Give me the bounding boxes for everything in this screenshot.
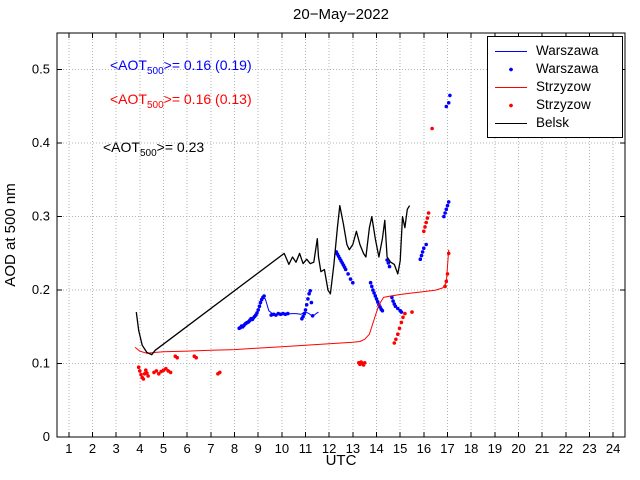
svg-text:19: 19 [488, 441, 502, 456]
svg-text:0.4: 0.4 [32, 135, 50, 150]
annotation-warszawa-aot: <AOT500>= 0.16 (0.19) [110, 57, 252, 77]
chart-title: 20−May−2022 [293, 6, 389, 23]
svg-text:22: 22 [559, 441, 573, 456]
svg-text:6: 6 [184, 441, 191, 456]
annotation-suffix: >= 0.16 (0.19) [163, 57, 252, 73]
svg-text:20: 20 [511, 441, 525, 456]
svg-text:3: 3 [113, 441, 120, 456]
svg-text:11: 11 [299, 441, 313, 456]
annotation-sub: 500 [146, 65, 164, 77]
annotation-suffix: >= 0.16 (0.13) [163, 91, 252, 107]
svg-text:1: 1 [65, 441, 72, 456]
legend-label: Warszawa [536, 43, 599, 59]
legend-entry-warszawa-dots: Warszawa [488, 60, 622, 78]
svg-text:8: 8 [231, 441, 238, 456]
legend-label: Strzyzow [536, 79, 591, 95]
svg-text:15: 15 [393, 441, 407, 456]
annotation-sub: 500 [139, 147, 157, 159]
annotation-prefix: <AOT [110, 91, 147, 107]
svg-text:24: 24 [606, 441, 620, 456]
svg-text:13: 13 [346, 441, 360, 456]
plot-box [56, 32, 626, 438]
series-strzyzow-line [134, 249, 450, 354]
legend-label: Warszawa [536, 61, 599, 77]
series-strzyzow-scatter [136, 126, 451, 381]
svg-text:2: 2 [89, 441, 96, 456]
legend-entry-belsk-line: Belsk [488, 114, 622, 132]
svg-text:0.2: 0.2 [32, 282, 50, 297]
svg-text:0.5: 0.5 [32, 62, 50, 77]
svg-text:4: 4 [136, 441, 143, 456]
svg-text:9: 9 [255, 441, 262, 456]
series-warszawa-line [241, 296, 319, 328]
grid-lines [57, 33, 625, 437]
svg-text:14: 14 [369, 441, 383, 456]
svg-text:10: 10 [275, 441, 289, 456]
annotation-suffix: >= 0.23 [156, 139, 205, 155]
series-warszawa-scatter [237, 93, 452, 331]
svg-text:16: 16 [417, 441, 431, 456]
x-tick-labels: 1 2 3 4 5 6 7 8 9 10 11 12 13 14 15 16 17 18 19 20 21 22 23 24 [65, 441, 620, 456]
series-belsk-line [135, 204, 411, 356]
legend-label: Strzyzow [536, 97, 591, 113]
svg-text:17: 17 [440, 441, 454, 456]
annotation-belsk-aot: <AOT500>= 0.23 [103, 139, 204, 159]
legend-entry-strzyzow-line: Strzyzow [488, 78, 622, 96]
legend-line-sample [495, 50, 527, 52]
x-axis-label: UTC [325, 452, 357, 469]
legend-line-sample [495, 122, 527, 124]
svg-text:7: 7 [207, 441, 214, 456]
y-axis-label: AOD at 500 nm [2, 183, 19, 286]
svg-text:18: 18 [464, 441, 478, 456]
annotation-prefix: <AOT [110, 57, 147, 73]
legend-entry-strzyzow-dots: Strzyzow [488, 96, 622, 114]
legend-entry-warszawa-line: Warszawa [488, 42, 622, 60]
svg-text:21: 21 [535, 441, 549, 456]
legend-label: Belsk [536, 115, 570, 131]
y-tick-labels: 0 0.1 0.2 0.3 0.4 0.5 [32, 62, 50, 444]
annotation-strzyzow-aot: <AOT500>= 0.16 (0.13) [110, 91, 252, 111]
svg-text:0: 0 [43, 429, 50, 444]
legend-dot-sample [495, 102, 527, 108]
svg-text:5: 5 [160, 441, 167, 456]
legend-line-sample [495, 86, 527, 88]
svg-text:23: 23 [582, 441, 596, 456]
svg-text:0.1: 0.1 [32, 356, 50, 371]
legend: Warszawa Warszawa Strzyzow Strzyzow Bels… [487, 36, 623, 138]
annotation-prefix: <AOT [103, 139, 140, 155]
svg-text:0.3: 0.3 [32, 209, 50, 224]
svg-text:12: 12 [322, 441, 336, 456]
annotation-sub: 500 [146, 99, 164, 111]
legend-dot-sample [495, 66, 527, 72]
